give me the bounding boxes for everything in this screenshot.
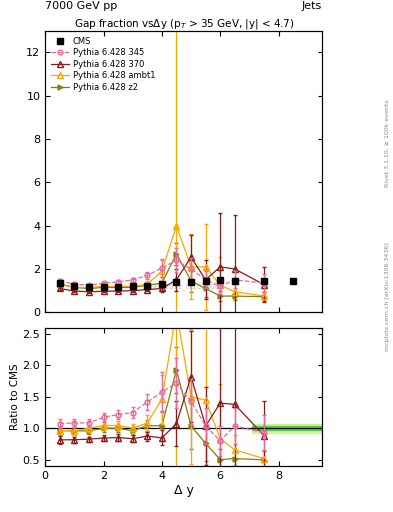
Title: Gap fraction vsΔy (p$_{T}$ > 35 GeV, |y| < 4.7): Gap fraction vsΔy (p$_{T}$ > 35 GeV, |y|…	[73, 17, 294, 31]
Bar	[252, 426, 322, 430]
Legend: CMS, Pythia 6.428 345, Pythia 6.428 370, Pythia 6.428 ambt1, Pythia 6.428 z2: CMS, Pythia 6.428 345, Pythia 6.428 370,…	[48, 33, 158, 95]
Text: Rivet 3.1.10, ≥ 100k events: Rivet 3.1.10, ≥ 100k events	[385, 99, 389, 187]
Y-axis label: Ratio to CMS: Ratio to CMS	[10, 364, 20, 430]
Text: 7000 GeV pp: 7000 GeV pp	[45, 1, 118, 11]
X-axis label: Δ y: Δ y	[174, 483, 194, 497]
Text: CMS_2012_I1102908: CMS_2012_I1102908	[147, 283, 220, 290]
Text: Jets: Jets	[302, 1, 322, 11]
Bar	[252, 424, 322, 433]
Text: mcplots.cern.ch [arXiv:1306.3436]: mcplots.cern.ch [arXiv:1306.3436]	[385, 243, 389, 351]
